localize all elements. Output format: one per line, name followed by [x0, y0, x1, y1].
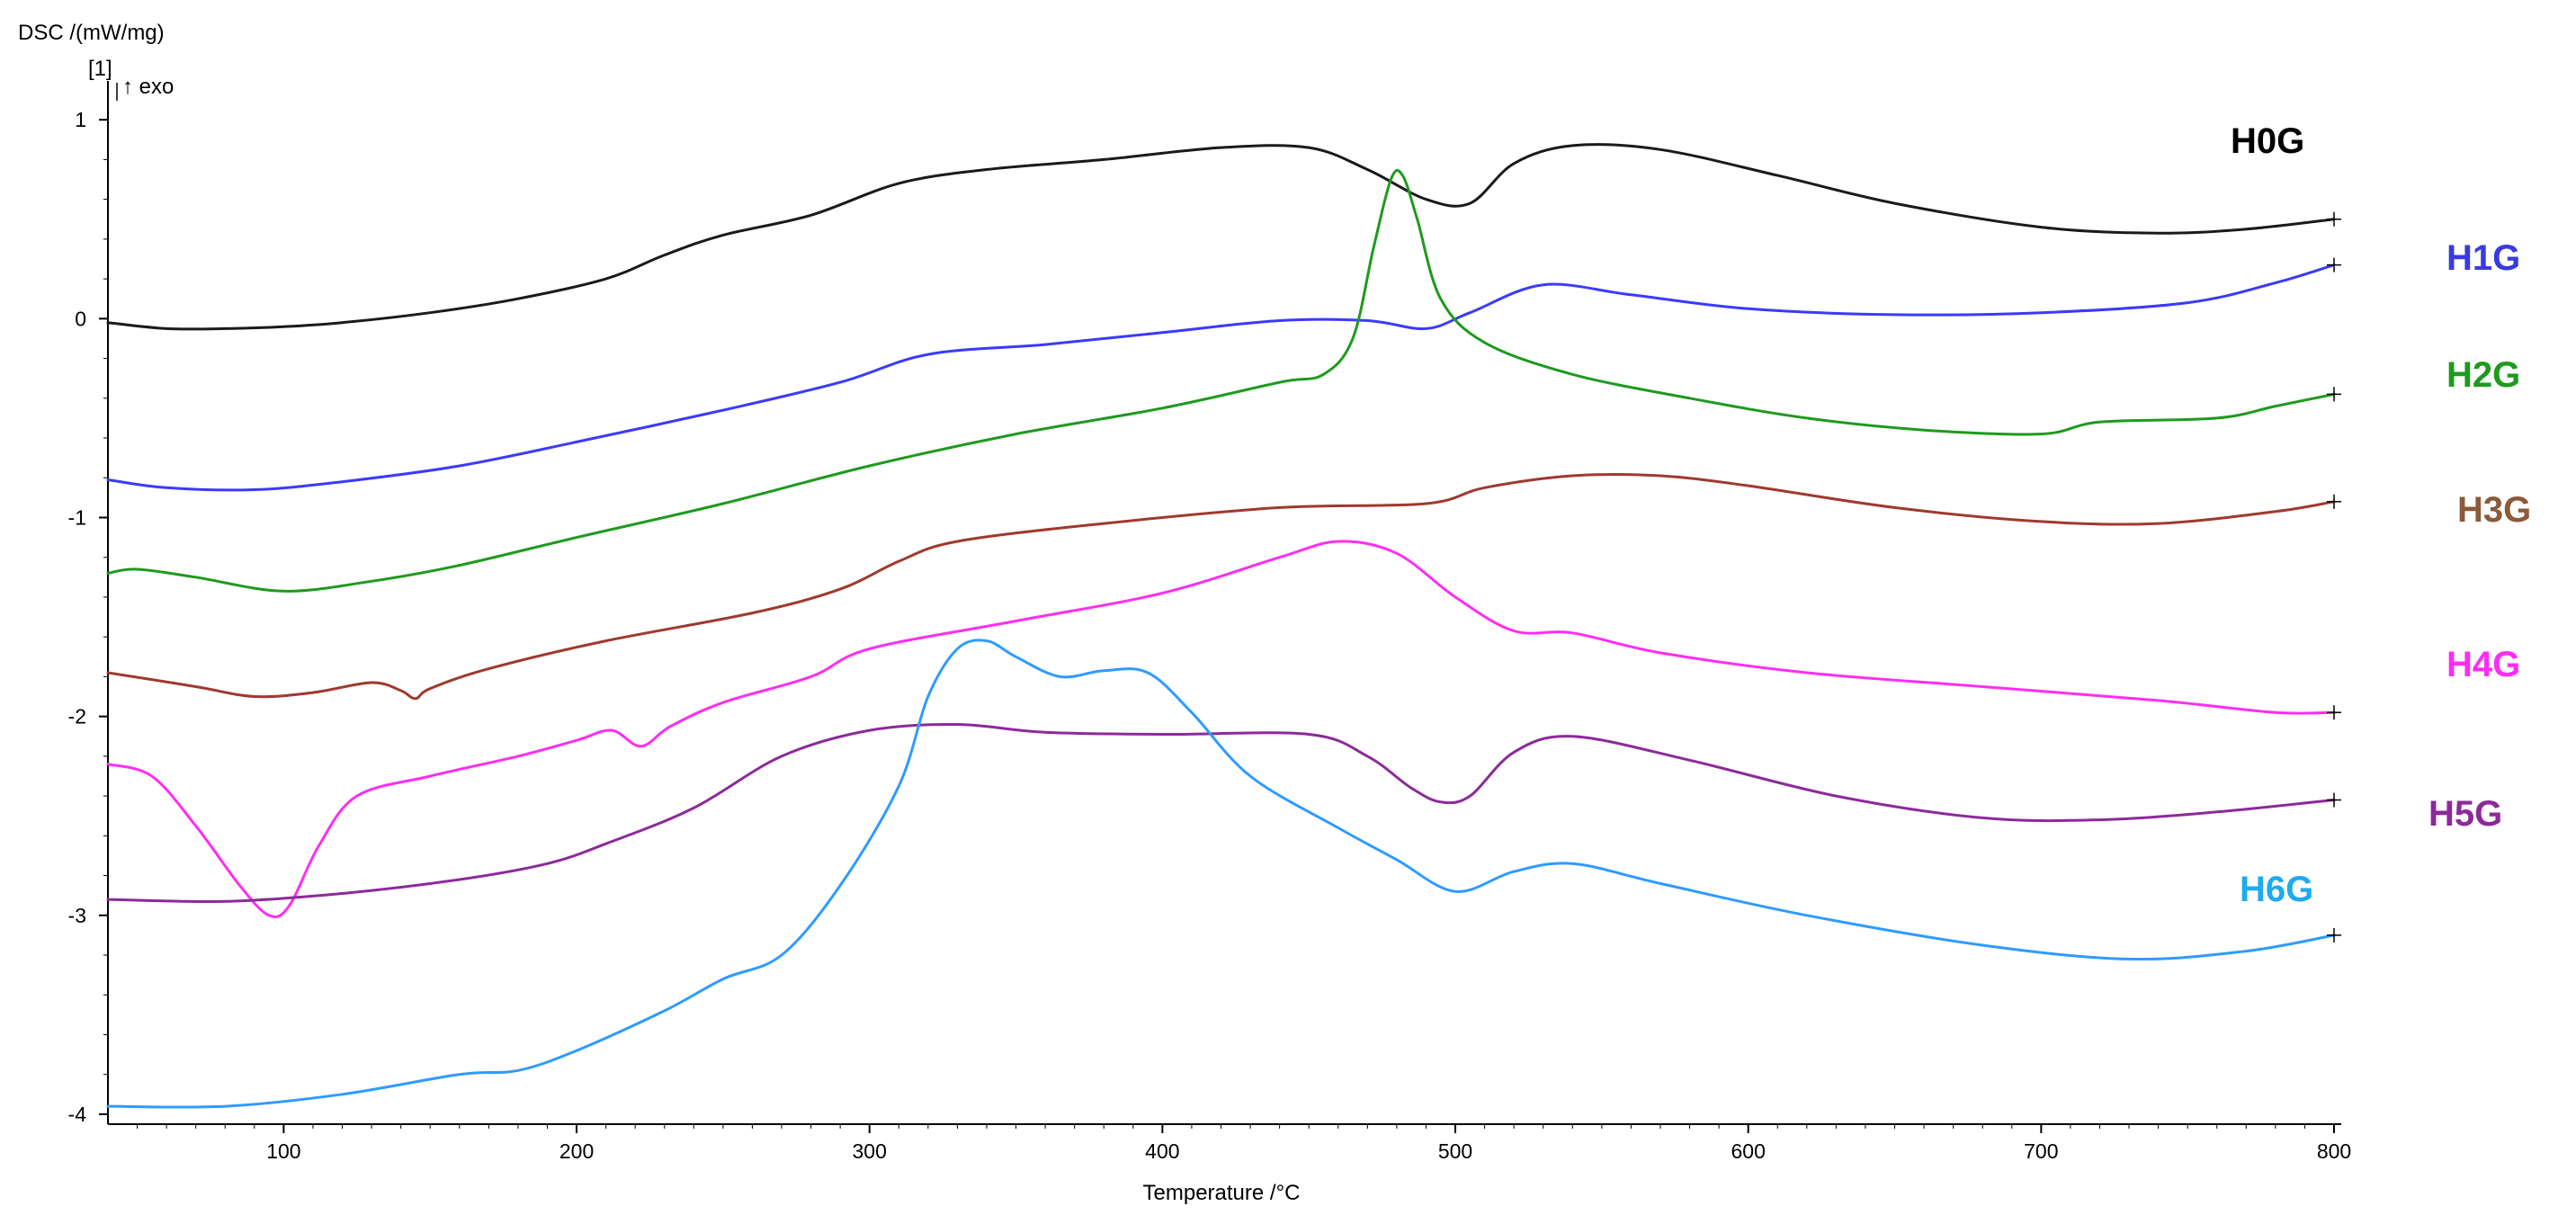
- series-label-h1g: H1G: [2446, 238, 2520, 278]
- y-tick-label: -4: [68, 1103, 87, 1126]
- x-tick-label: 400: [1145, 1139, 1179, 1163]
- x-tick-label: 200: [559, 1139, 594, 1163]
- x-tick-label: 700: [2024, 1139, 2058, 1163]
- x-tick-label: 800: [2317, 1139, 2351, 1163]
- x-tick-label: 500: [1438, 1139, 1472, 1163]
- x-tick-label: 300: [853, 1139, 887, 1163]
- axes: 1 0 -1 -2 -3 -4 100 200 300 400 500 600 700 800: [68, 81, 2351, 1163]
- exo-marker: ↑ exo: [122, 75, 174, 99]
- series-label-h0g: H0G: [2231, 121, 2304, 161]
- curve-h5g: [106, 722, 2336, 904]
- x-tick-label: 100: [266, 1139, 300, 1163]
- series-label-h4g: H4G: [2446, 645, 2520, 684]
- y-tick-label: -2: [68, 705, 86, 728]
- curve-h1g: [106, 264, 2336, 492]
- curve-h2g: [106, 168, 2336, 593]
- x-tick-label: 600: [1731, 1139, 1765, 1163]
- series-label-h5g: H5G: [2428, 794, 2502, 834]
- series-label-h6g: H6G: [2240, 870, 2313, 909]
- x-axis-title: Temperature /°C: [1143, 1181, 1301, 1205]
- y-tick-label: -3: [68, 904, 86, 927]
- series-labels: H0G H1G H2G H3G H4G H5G H6G: [2231, 121, 2531, 909]
- y-tick-label: 0: [75, 307, 86, 330]
- y-axis-title: DSC /(mW/mg): [18, 21, 165, 45]
- series-label-h3g: H3G: [2457, 490, 2531, 530]
- curve-h3g: [106, 473, 2336, 701]
- y-tick-label: -1: [68, 505, 86, 529]
- curve-h6g: [106, 639, 2336, 1109]
- y-tick-label: 1: [75, 108, 86, 131]
- curve-h0g: [106, 143, 2336, 331]
- series-label-h2g: H2G: [2446, 355, 2520, 395]
- series-curves: [106, 143, 2341, 1109]
- curve-h4g: [106, 540, 2336, 918]
- y-axis-unit-marker: [1]: [88, 57, 112, 81]
